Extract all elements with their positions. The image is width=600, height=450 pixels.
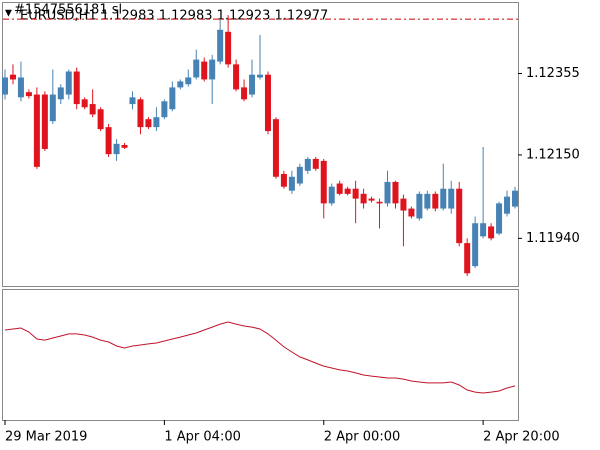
x-tick-label: 2 Apr 00:00: [324, 430, 401, 445]
main-panel: [2, 2, 519, 287]
candle-body: [97, 109, 104, 130]
candle-body: [33, 94, 40, 167]
candle-body: [137, 99, 144, 128]
candle-body: [2, 77, 8, 95]
candle-body: [504, 196, 511, 214]
candle-body: [376, 201, 383, 204]
candle-body: [456, 188, 463, 244]
candle-body: [424, 193, 431, 209]
y-tick-label: 1.11940: [526, 231, 580, 246]
candle-body: [73, 71, 80, 105]
candle-body: [344, 188, 351, 194]
candle-body: [153, 117, 160, 128]
candle-body: [89, 104, 96, 115]
candle-body: [352, 188, 359, 199]
candle-body: [217, 29, 224, 62]
candle-body: [177, 81, 184, 88]
candle-body: [336, 183, 343, 194]
candle-body: [121, 144, 128, 148]
indicator-line: [4, 321, 516, 394]
candle-body: [201, 61, 208, 80]
candle-body: [408, 208, 415, 217]
x-tick-label: 29 Mar 2019: [5, 430, 87, 445]
candle-body: [320, 160, 327, 204]
candle-body: [185, 77, 192, 85]
candle-body: [113, 143, 120, 155]
y-tick-label: 1.12355: [526, 66, 580, 81]
candle-body: [65, 71, 72, 95]
candle-body: [480, 223, 487, 237]
candle-body: [241, 87, 248, 100]
candle-body: [25, 92, 32, 97]
candle-body: [440, 188, 447, 209]
candle-body: [249, 74, 256, 95]
candle-body: [472, 223, 479, 267]
candle-body: [296, 166, 303, 184]
candle-body: [257, 74, 263, 78]
candle-body: [169, 87, 176, 110]
order-label: #1547556181 sl: [14, 3, 122, 18]
candle-body: [209, 59, 216, 80]
candle-body: [161, 101, 168, 118]
candle-body: [312, 158, 319, 169]
x-tick-label: 1 Apr 04:00: [164, 430, 241, 445]
candle-body: [304, 158, 311, 171]
candle-body: [488, 226, 495, 239]
candle-body: [416, 193, 423, 219]
candle-body: [81, 99, 88, 108]
candle-body: [233, 64, 240, 90]
candle-body: [272, 119, 279, 177]
candle-body: [448, 188, 455, 209]
candle-body: [129, 97, 136, 105]
candle-body: [105, 127, 112, 155]
candle-body: [41, 94, 48, 149]
y-tick-label: 1.12150: [526, 147, 580, 162]
candle-body: [464, 243, 471, 274]
x-tick-label: 2 Apr 20:00: [483, 430, 560, 445]
candle-body: [9, 74, 16, 80]
candle-body: [384, 181, 391, 204]
indicator-panel: [2, 289, 519, 421]
candle-body: [328, 186, 335, 204]
candle-body: [392, 181, 399, 204]
candle-body: [280, 173, 287, 187]
candle-body: [225, 31, 232, 65]
candle-body: [145, 119, 152, 128]
candle-body: [57, 87, 64, 100]
candle-body: [49, 94, 56, 122]
candle-body: [360, 193, 367, 204]
candle-body: [496, 203, 503, 234]
candle-body: [400, 198, 407, 211]
candle-body: [193, 59, 200, 78]
candle-body: [288, 176, 295, 191]
candle-body: [368, 198, 375, 201]
candle-body: [17, 77, 24, 98]
candle-body: [264, 74, 271, 132]
dropdown-arrow[interactable]: ▼: [5, 9, 12, 19]
candle-body: [512, 190, 518, 207]
symbol-header: EURUSD,H1 1.12983 1.12983 1.12923 1.1297…: [20, 9, 328, 24]
candle-body: [432, 193, 439, 209]
